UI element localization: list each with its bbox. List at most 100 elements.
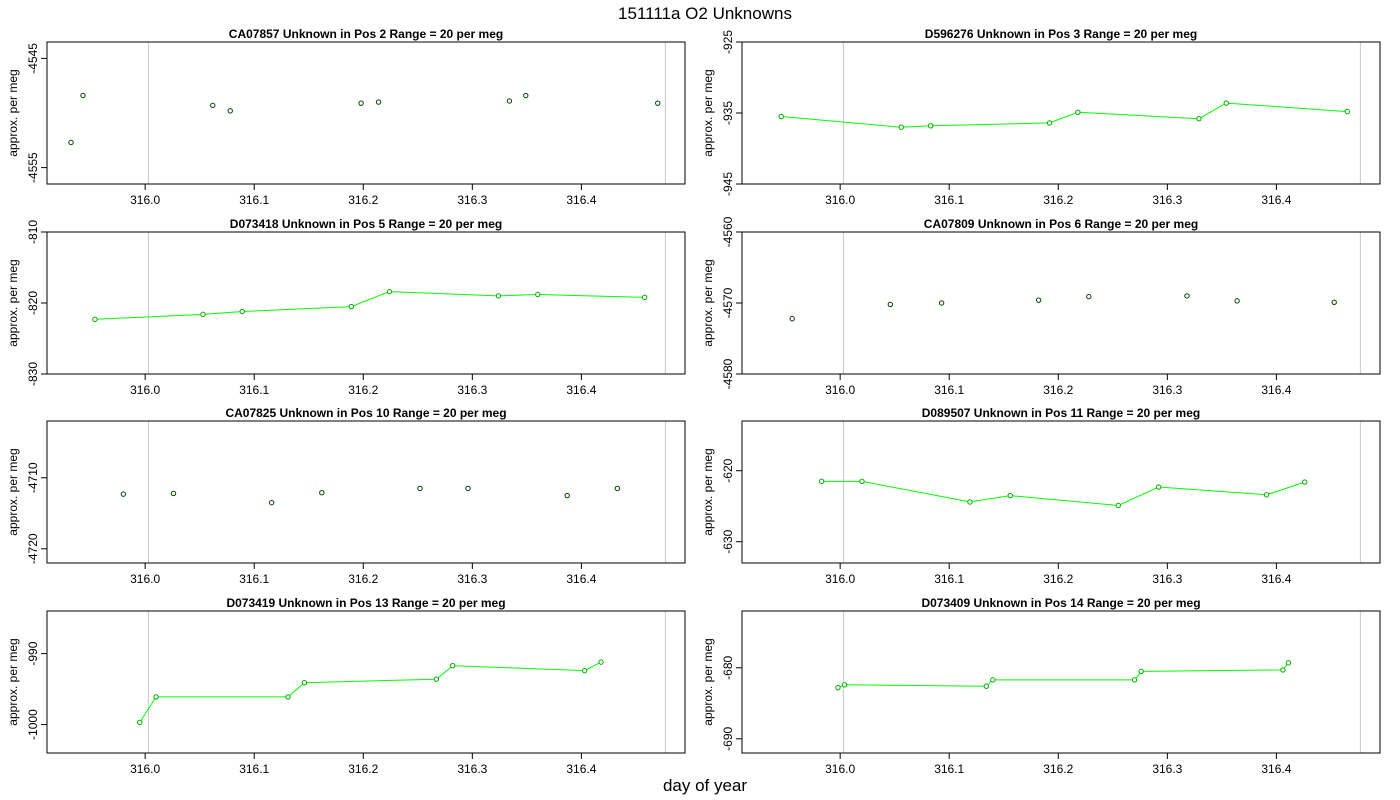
x-tick-label: 316.1	[934, 383, 964, 397]
data-point	[1223, 100, 1229, 106]
panel-title: D073409 Unknown in Pos 14 Range = 20 per…	[921, 596, 1200, 610]
data-point	[1280, 667, 1286, 673]
plot-frame	[46, 231, 686, 375]
data-point	[841, 682, 848, 688]
chart-panel-1: CA07857 Unknown in Pos 2 Range = 20 per …	[6, 27, 686, 207]
y-tick-label: -4570	[721, 287, 735, 318]
x-tick-label: 316.3	[457, 762, 487, 776]
panels: CA07857 Unknown in Pos 2 Range = 20 per …	[6, 27, 1381, 776]
data-point	[268, 499, 275, 506]
y-tick-label: -680	[721, 655, 735, 679]
chart-panel-7: D073419 Unknown in Pos 13 Range = 20 per…	[6, 596, 686, 776]
data-point	[983, 683, 989, 689]
data-point	[200, 311, 206, 318]
plot-frame	[741, 231, 1381, 375]
x-tick-label: 316.1	[934, 762, 964, 776]
x-tick-label: 316.1	[239, 383, 269, 397]
panel-title: D089507 Unknown in Pos 11 Range = 20 per…	[922, 406, 1200, 420]
y-axis-label: approx. per meg	[701, 448, 715, 535]
x-tick-label: 316.4	[1261, 762, 1291, 776]
x-tick-label: 316.2	[348, 572, 378, 586]
data-point	[898, 124, 904, 130]
x-tick-label: 316.2	[348, 762, 378, 776]
x-tick-label: 316.1	[239, 572, 269, 586]
data-point	[239, 308, 245, 315]
data-point	[210, 102, 216, 109]
data-point	[92, 316, 98, 323]
x-tick-label: 316.2	[1043, 762, 1073, 776]
data-point	[417, 485, 423, 492]
data-point	[506, 98, 513, 104]
y-tick-label: -4720	[26, 533, 40, 564]
data-point	[614, 485, 621, 492]
data-point	[1035, 297, 1042, 303]
data-point	[1285, 660, 1292, 666]
y-tick-label: -945	[721, 172, 735, 196]
data-point	[789, 315, 795, 322]
data-point	[535, 291, 541, 298]
data-point	[1234, 298, 1240, 304]
x-tick-label: 316.4	[566, 383, 596, 397]
plot-frame	[741, 610, 1381, 754]
x-tick-label: 316.3	[1152, 193, 1182, 207]
data-point	[967, 499, 973, 505]
data-point	[465, 485, 471, 492]
data-point	[990, 677, 996, 683]
data-point	[1115, 502, 1121, 509]
x-tick-label: 316.4	[1261, 383, 1291, 397]
data-point	[80, 92, 86, 99]
y-tick-label: -1000	[26, 709, 40, 740]
data-point	[1007, 492, 1013, 499]
y-tick-label: -4555	[26, 152, 40, 183]
data-point	[641, 294, 648, 301]
chart-panel-3: D073418 Unknown in Pos 5 Range = 20 per …	[6, 217, 686, 397]
data-point	[68, 139, 74, 146]
x-tick-label: 316.0	[825, 572, 855, 586]
x-tick-label: 316.0	[825, 383, 855, 397]
chart-panel-5: CA07825 Unknown in Pos 10 Range = 20 per…	[6, 406, 686, 586]
data-point	[319, 490, 325, 496]
plot-frame	[46, 610, 686, 754]
y-tick-label: -810	[26, 220, 40, 244]
series-line	[821, 480, 1305, 507]
data-point	[137, 719, 143, 726]
data-point	[450, 662, 456, 669]
panel-title: CA07809 Unknown in Pos 6 Range = 20 per …	[924, 217, 1198, 231]
y-tick-label: -990	[26, 641, 40, 665]
data-point	[887, 301, 894, 308]
x-tick-label: 316.2	[1043, 383, 1073, 397]
x-tick-label: 316.3	[1152, 572, 1182, 586]
y-axis-label: approx. per meg	[701, 638, 715, 725]
x-tick-label: 316.1	[239, 762, 269, 776]
x-tick-label: 316.2	[348, 383, 378, 397]
x-tick-label: 316.4	[1261, 193, 1291, 207]
data-point	[375, 99, 382, 105]
data-point	[564, 492, 570, 499]
data-point	[285, 694, 291, 700]
x-tick-label: 316.0	[825, 762, 855, 776]
x-tick-label: 316.2	[348, 193, 378, 207]
data-point	[1184, 293, 1190, 299]
data-point	[523, 92, 529, 99]
x-tick-label: 316.3	[457, 572, 487, 586]
plot-frame	[46, 41, 686, 185]
data-point	[153, 694, 159, 700]
x-tick-label: 316.1	[934, 572, 964, 586]
x-tick-label: 316.0	[825, 193, 855, 207]
data-point	[1138, 668, 1144, 675]
data-point	[1155, 484, 1162, 490]
data-point	[598, 659, 604, 665]
y-axis-label: approx. per meg	[6, 448, 20, 535]
data-point	[120, 491, 127, 497]
data-point	[348, 303, 354, 310]
panel-title: CA07857 Unknown in Pos 2 Range = 20 per …	[229, 27, 503, 41]
data-point	[358, 100, 364, 106]
x-tick-label: 316.4	[566, 193, 596, 207]
y-tick-label: -4545	[26, 43, 40, 74]
x-tick-label: 316.0	[130, 383, 160, 397]
data-point	[927, 123, 934, 129]
panel-title: CA07825 Unknown in Pos 10 Range = 20 per…	[225, 406, 506, 420]
y-axis-label: approx. per meg	[6, 638, 20, 725]
data-point	[433, 676, 440, 682]
